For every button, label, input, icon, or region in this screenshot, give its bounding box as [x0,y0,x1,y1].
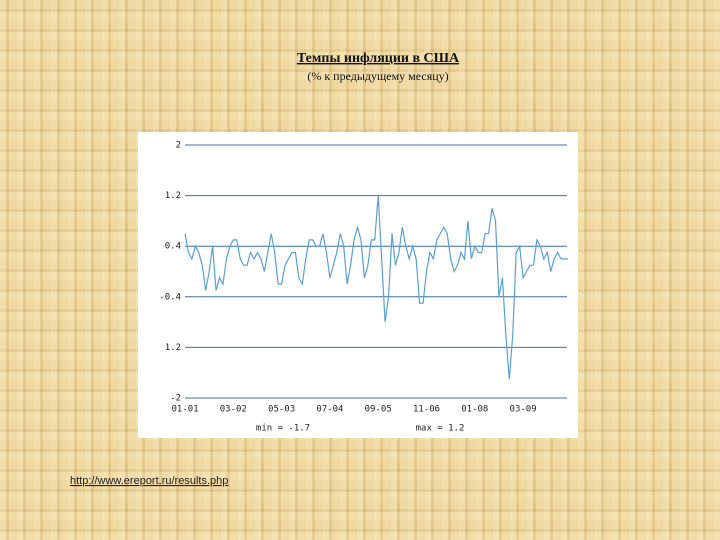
x-tick-label: 05-03 [268,405,295,415]
data-line [184,195,568,380]
annotation: min = -1.7 [256,424,310,434]
x-tick-label: 03-02 [220,405,247,415]
y-tick-label: 1.2 [165,343,181,353]
y-tick-label: -2 [170,394,181,404]
annotation: max = 1.2 [416,424,465,434]
title: Темпы инфляции в США [297,51,460,66]
y-tick-label: -0.4 [159,292,181,302]
x-tick-label: 11-06 [413,405,440,415]
y-tick-label: 2 [176,141,181,151]
x-tick-label: 01-08 [461,405,488,415]
link[interactable]: http://www.ereport.ru/results.php [70,475,228,487]
x-tick-label: 03-09 [510,405,537,415]
y-tick-label: 1.2 [165,191,181,201]
chart-area [138,132,578,438]
subtitle: (% к предыдущему месяцу) [307,69,448,83]
x-tick-label: 07-04 [316,405,343,415]
x-tick-label: 01-01 [171,405,198,415]
x-tick-label: 09-05 [365,405,392,415]
y-tick-label: 0.4 [165,242,181,252]
